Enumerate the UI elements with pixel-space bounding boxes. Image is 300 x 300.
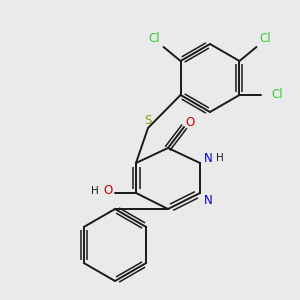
Text: H: H bbox=[216, 153, 224, 163]
Text: Cl: Cl bbox=[260, 32, 271, 46]
Text: O: O bbox=[185, 116, 195, 128]
Text: Cl: Cl bbox=[149, 32, 161, 46]
Text: H: H bbox=[91, 186, 99, 196]
Text: Cl: Cl bbox=[272, 88, 283, 101]
Text: S: S bbox=[144, 113, 152, 127]
Text: N: N bbox=[204, 152, 212, 164]
Text: N: N bbox=[204, 194, 212, 208]
Text: O: O bbox=[103, 184, 112, 197]
